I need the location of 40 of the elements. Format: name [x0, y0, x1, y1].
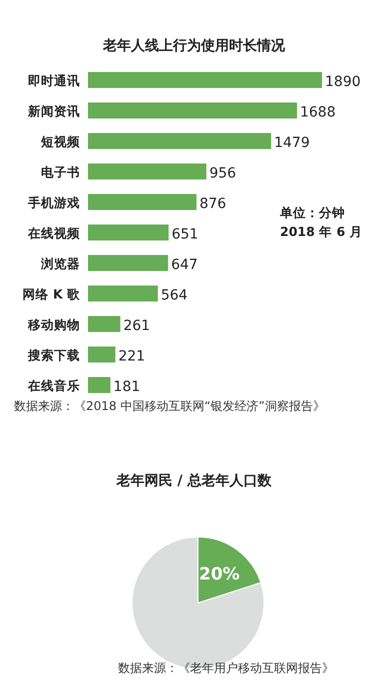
data-label: 651: [172, 226, 198, 242]
chart-title: 老年网民 / 总老年人口数: [116, 473, 272, 489]
data-label: 564: [160, 288, 188, 304]
bar: [88, 346, 116, 362]
y-tick-label: 在线音乐: [27, 378, 80, 393]
y-tick-label: 短视频: [40, 134, 81, 149]
data-label: 221: [118, 348, 146, 364]
data-label: 956: [209, 166, 236, 182]
bar: [88, 133, 272, 149]
source-note: 数据来源：《老年用户移动互联网报告》: [118, 661, 334, 675]
annotation: 数据来源：《2018 中国移动互联网“银发经济”洞察报告》: [14, 399, 325, 413]
y-tick-label: 即时通讯: [28, 73, 80, 88]
y-tick-label: 浏览器: [40, 256, 80, 271]
bar: [88, 255, 168, 271]
y-tick-label: 电子书: [41, 164, 80, 180]
data-label: 20%: [198, 564, 240, 585]
data-label: 1890: [325, 74, 361, 90]
data-label: 181: [113, 379, 140, 395]
bar: [88, 316, 120, 332]
y-tick-label: 搜索下载: [27, 348, 80, 362]
data-label: 261: [123, 318, 150, 334]
annotation: 2018 年 6 月: [280, 224, 363, 239]
bar: [88, 224, 169, 240]
bar: [88, 377, 110, 393]
chart-title: 老年人线上行为使用时长情况: [102, 38, 286, 54]
annotation: 单位：分钟: [279, 205, 345, 220]
y-tick-label: 手机游戏: [27, 195, 80, 210]
y-tick-label: 新闻资讯: [27, 104, 80, 118]
data-label: 876: [199, 196, 226, 212]
data-label: 1688: [300, 104, 336, 120]
bar: [88, 164, 206, 180]
y-tick-label: 在线视频: [27, 226, 81, 240]
y-tick-label: 移动购物: [27, 317, 80, 332]
data-label: 1479: [274, 135, 310, 151]
data-label: 647: [171, 257, 198, 273]
y-tick-label: 网络 K 歌: [22, 286, 81, 302]
bar: [88, 194, 196, 210]
bar: [88, 286, 158, 302]
bar: [88, 72, 322, 88]
bar: [88, 102, 297, 118]
